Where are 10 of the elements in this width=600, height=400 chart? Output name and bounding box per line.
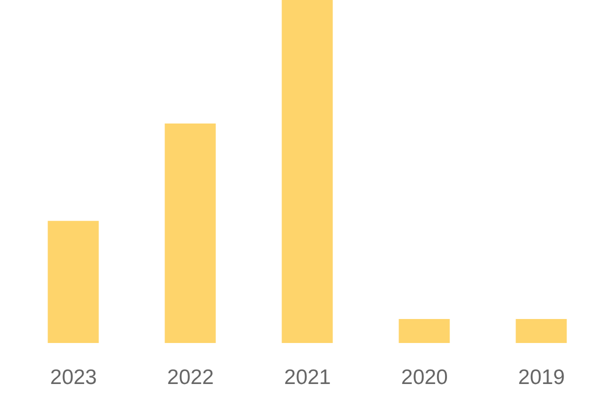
bar xyxy=(164,123,216,343)
bar xyxy=(398,318,450,343)
bar xyxy=(48,220,99,343)
x-tick-label: 2022 xyxy=(167,366,214,389)
x-tick-label: 2023 xyxy=(50,366,97,389)
x-tick-label: 2021 xyxy=(284,366,331,389)
bar xyxy=(282,0,333,343)
bar xyxy=(516,318,567,343)
x-tick-label: 2019 xyxy=(518,366,565,389)
x-tick-label: 2020 xyxy=(401,366,448,389)
